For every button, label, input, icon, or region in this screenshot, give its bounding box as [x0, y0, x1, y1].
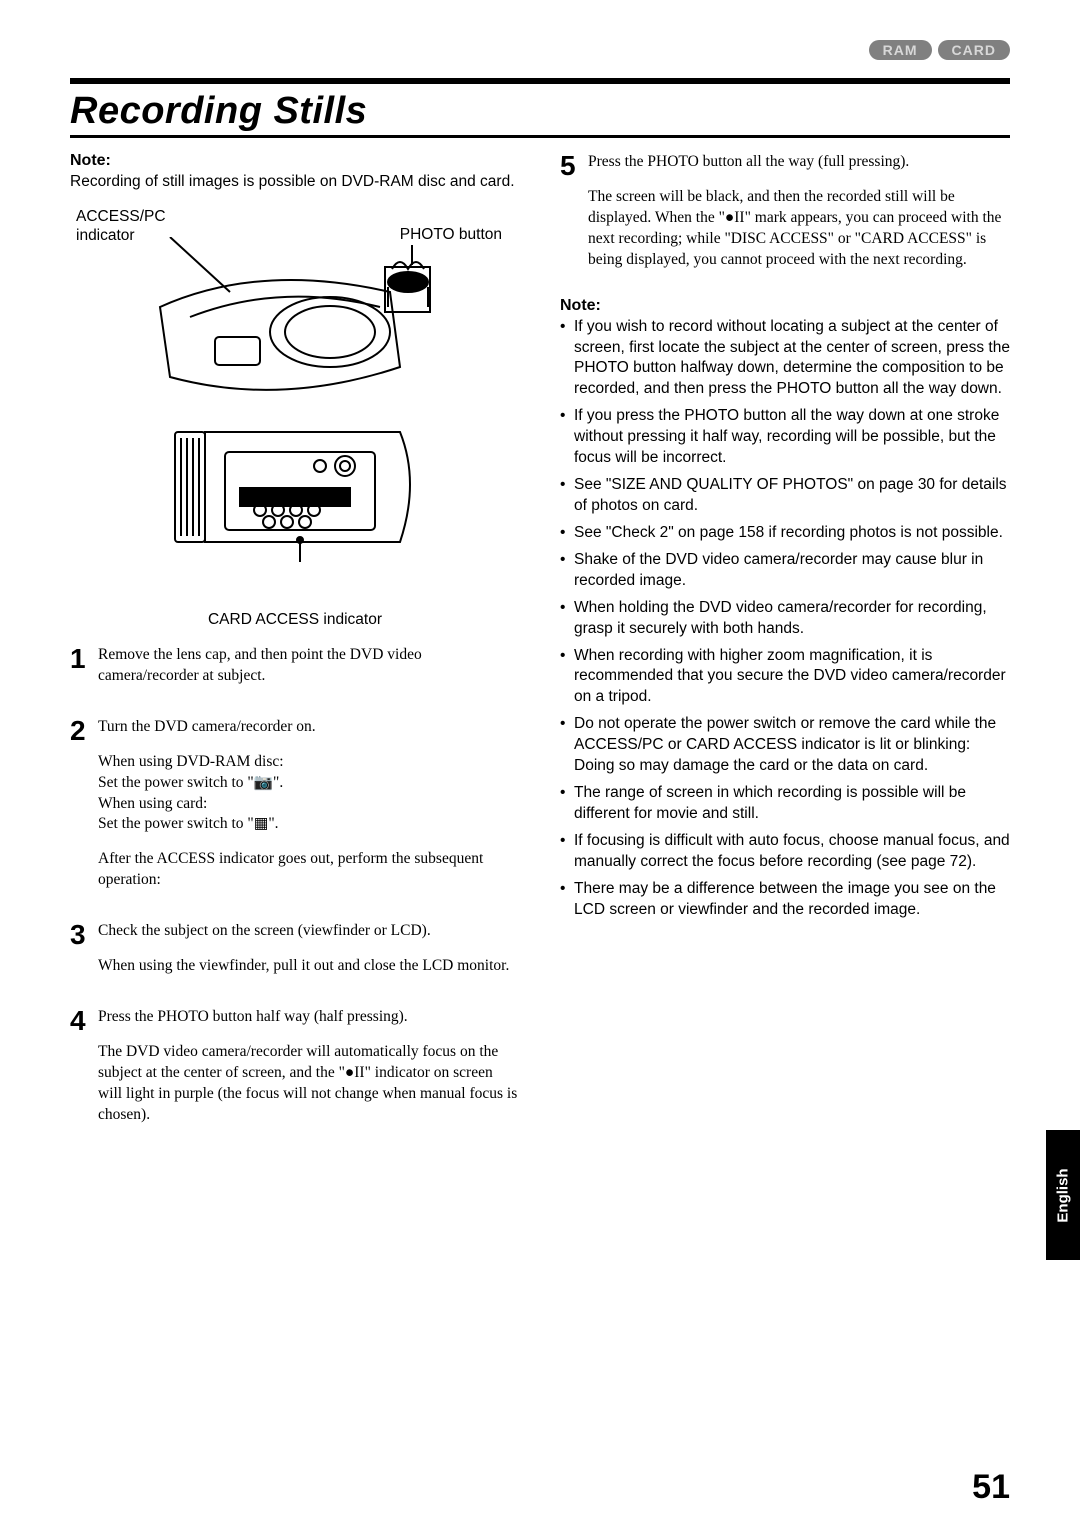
step-para: Turn the DVD camera/recorder on.	[98, 717, 520, 738]
step-para: Press the PHOTO button half way (half pr…	[98, 1007, 520, 1028]
note-item: There may be a difference between the im…	[560, 879, 1010, 921]
badge-card: CARD	[938, 40, 1010, 60]
note-item: When recording with higher zoom magnific…	[560, 646, 1010, 709]
step-body: Check the subject on the screen (viewfin…	[98, 921, 520, 991]
step-3: 3 Check the subject on the screen (viewf…	[70, 921, 520, 991]
note-item: See "Check 2" on page 158 if recording p…	[560, 523, 1010, 544]
fig-caption: CARD ACCESS indicator	[70, 611, 520, 629]
fig-label-line2: indicator	[76, 227, 135, 244]
note-item: The range of screen in which recording i…	[560, 783, 1010, 825]
note-text: Recording of still images is possible on…	[70, 172, 520, 193]
note-item: If you wish to record without locating a…	[560, 317, 1010, 401]
note-item: When holding the DVD video camera/record…	[560, 598, 1010, 640]
note-item: Do not operate the power switch or remov…	[560, 714, 1010, 777]
step-para: When using the viewfinder, pull it out a…	[98, 956, 520, 977]
step-body: Press the PHOTO button half way (half pr…	[98, 1007, 520, 1140]
page-title: Recording Stills	[70, 90, 1010, 133]
badge-ram: RAM	[869, 40, 932, 60]
page-number: 51	[972, 1468, 1010, 1507]
step-para: The screen will be black, and then the r…	[588, 187, 1010, 271]
title-rule	[70, 135, 1010, 138]
note-item: If you press the PHOTO button all the wa…	[560, 406, 1010, 469]
top-rule	[70, 78, 1010, 84]
step-body: Turn the DVD camera/recorder on. When us…	[98, 717, 520, 905]
camera-top-illustration	[130, 237, 450, 407]
notes-list: If you wish to record without locating a…	[560, 317, 1010, 921]
note-header: Note:	[560, 297, 1010, 315]
step-2: 2 Turn the DVD camera/recorder on. When …	[70, 717, 520, 905]
step-num: 3	[70, 921, 92, 949]
step-body: Press the PHOTO button all the way (full…	[588, 152, 1010, 285]
step-4: 4 Press the PHOTO button half way (half …	[70, 1007, 520, 1140]
step-para: When using DVD-RAM disc: Set the power s…	[98, 752, 520, 836]
right-column: 5 Press the PHOTO button all the way (fu…	[560, 152, 1010, 1140]
fig-label-line1: ACCESS/PC	[76, 208, 166, 225]
step-5: 5 Press the PHOTO button all the way (fu…	[560, 152, 1010, 285]
note-item: If focusing is difficult with auto focus…	[560, 831, 1010, 873]
note-item: Shake of the DVD video camera/recorder m…	[560, 550, 1010, 592]
step-num: 5	[560, 152, 582, 180]
left-column: Note: Recording of still images is possi…	[70, 152, 520, 1140]
note-item: See "SIZE AND QUALITY OF PHOTOS" on page…	[560, 475, 1010, 517]
step-num: 1	[70, 645, 92, 673]
note-header: Note:	[70, 152, 520, 170]
media-badges: RAM CARD	[869, 40, 1010, 60]
step-para: The DVD video camera/recorder will autom…	[98, 1042, 520, 1126]
step-para: After the ACCESS indicator goes out, per…	[98, 849, 520, 891]
language-tab-label: English	[1055, 1168, 1072, 1222]
step-para: Check the subject on the screen (viewfin…	[98, 921, 520, 942]
step-para: Press the PHOTO button all the way (full…	[588, 152, 1010, 173]
step-body: Remove the lens cap, and then point the …	[98, 645, 520, 701]
step-para: Remove the lens cap, and then point the …	[98, 645, 520, 687]
step-num: 4	[70, 1007, 92, 1035]
camera-side-illustration	[170, 402, 430, 577]
step-1: 1 Remove the lens cap, and then point th…	[70, 645, 520, 701]
columns: Note: Recording of still images is possi…	[70, 152, 1010, 1140]
language-tab: English	[1046, 1130, 1080, 1260]
figure-area: ACCESS/PC indicator PHOTO button	[70, 207, 520, 607]
step-num: 2	[70, 717, 92, 745]
